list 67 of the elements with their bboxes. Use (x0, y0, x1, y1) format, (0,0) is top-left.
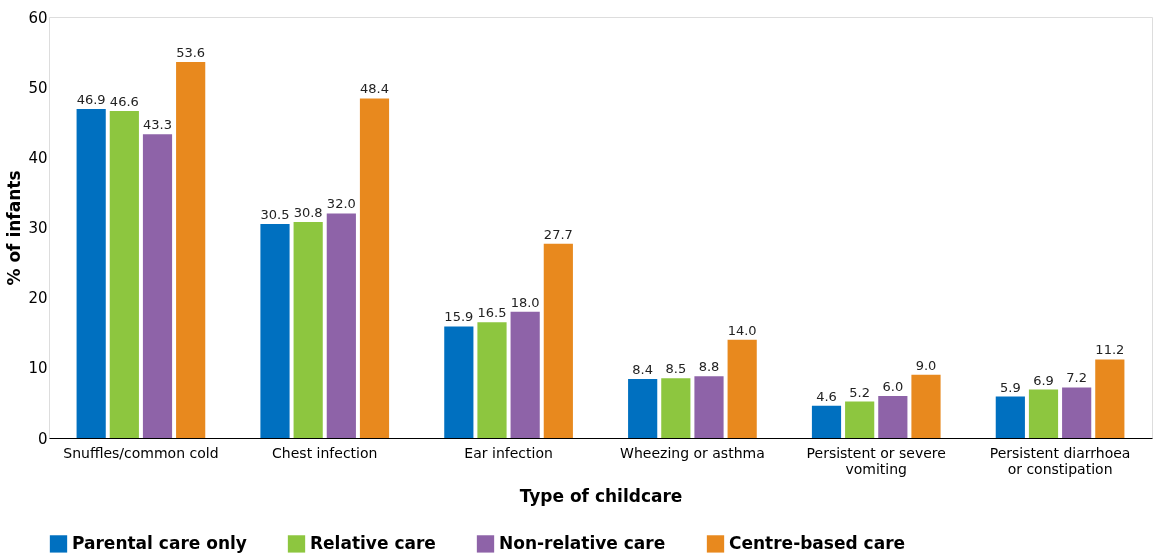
y-tick-label: 10 (28, 359, 48, 378)
data-label: 46.6 (109, 94, 139, 110)
data-label: 43.3 (143, 117, 172, 133)
bar (109, 111, 139, 438)
bar (727, 339, 757, 438)
bar (477, 322, 507, 438)
bar (1028, 389, 1059, 438)
y-tick-label: 30 (28, 219, 48, 237)
data-label: 4.6 (816, 388, 837, 404)
bar (543, 243, 573, 438)
legend-label: Non-relative care (499, 532, 666, 553)
y-tick-label: 60 (28, 8, 48, 27)
bar (995, 396, 1025, 438)
data-label: 46.9 (76, 91, 106, 107)
bar (359, 98, 390, 438)
bar (811, 405, 842, 438)
bar (260, 223, 290, 438)
y-tick-label: 50 (28, 78, 48, 97)
legend-label: Parental care only (72, 532, 247, 553)
data-label: 30.5 (260, 206, 290, 222)
data-label: 8.8 (698, 359, 720, 375)
data-label: 11.2 (1095, 342, 1125, 358)
x-tick-label: Snuffles/common cold (63, 444, 219, 461)
x-tick-label: Persistent or severe vomiting (806, 444, 946, 477)
bar (628, 379, 658, 438)
data-label: 18.0 (510, 294, 540, 310)
bar (176, 61, 206, 438)
data-label: 48.4 (360, 81, 389, 97)
x-tick-label: Persistent diarrhoea or constipation (989, 444, 1131, 477)
x-tick-label: Ear infection (464, 444, 553, 461)
bar (878, 395, 908, 438)
data-label: 6.0 (882, 378, 904, 394)
y-tick-label: 40 (28, 148, 48, 167)
x-tick-label: Wheezing or asthma (620, 444, 765, 461)
x-axis-title: Type of childcare (519, 485, 683, 506)
bar (911, 374, 941, 438)
legend-label: Centre-based care (729, 532, 906, 553)
bar (293, 221, 323, 438)
bar (510, 311, 540, 438)
data-label: 15.9 (444, 309, 474, 325)
bar (1095, 359, 1125, 438)
bar (142, 134, 173, 438)
data-label: 32.0 (326, 196, 356, 212)
bar (326, 213, 356, 438)
bar (1062, 387, 1092, 438)
bar (76, 108, 106, 438)
bar (845, 401, 875, 438)
data-label: 16.5 (477, 305, 507, 321)
y-tick-label: 20 (28, 289, 48, 308)
data-label: 14.0 (727, 322, 757, 338)
bar (444, 326, 474, 438)
data-label: 53.6 (176, 44, 206, 60)
y-tick-label: 0 (37, 429, 48, 448)
data-label: 7.2 (1066, 370, 1088, 386)
data-label: 8.5 (665, 361, 687, 377)
data-label: 5.9 (999, 379, 1021, 395)
data-label: 5.2 (849, 384, 871, 400)
data-label: 9.0 (915, 357, 937, 373)
data-label: 6.9 (1033, 372, 1054, 388)
data-label: 30.8 (293, 204, 323, 220)
legend-label: Relative care (310, 532, 436, 553)
data-label: 27.7 (543, 226, 573, 242)
bar (661, 378, 691, 438)
x-tick-label: Chest infection (272, 444, 378, 461)
data-label: 8.4 (632, 362, 654, 378)
y-axis-title: % of infants (4, 170, 25, 286)
bar (694, 376, 724, 438)
